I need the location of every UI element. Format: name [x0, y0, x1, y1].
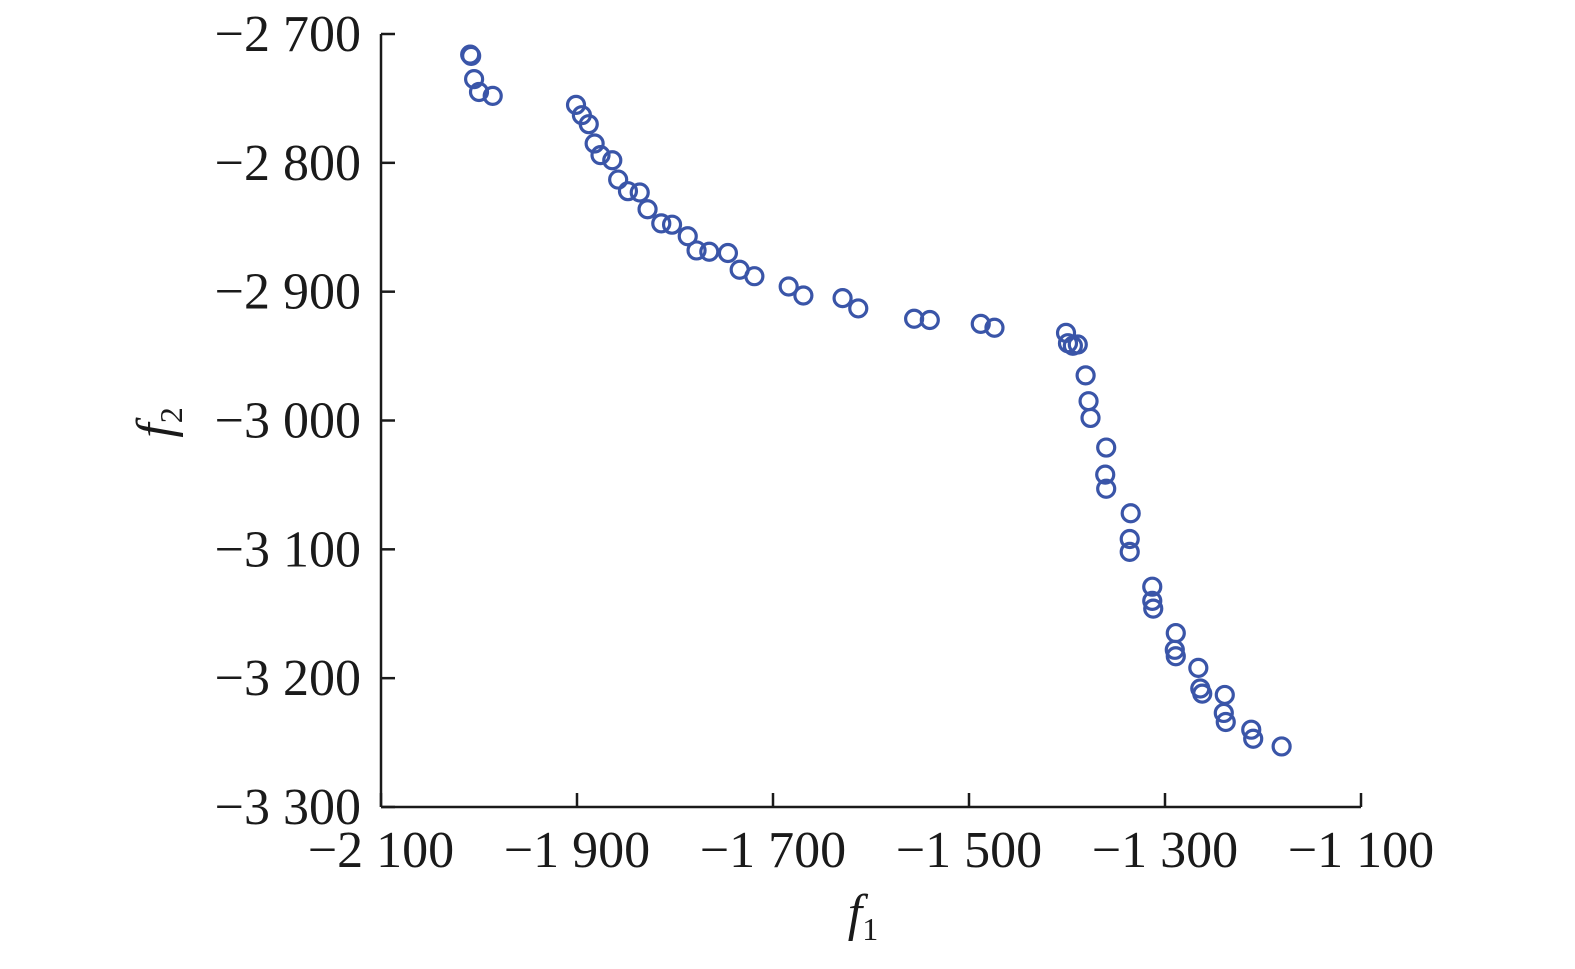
data-point	[1096, 437, 1117, 458]
data-point	[584, 133, 605, 154]
data-point	[1188, 657, 1209, 678]
data-point	[793, 285, 814, 306]
y-tick-label: −2 700	[215, 6, 361, 63]
data-point	[602, 150, 623, 171]
y-tick-label: −2 800	[215, 135, 361, 192]
data-point	[1119, 541, 1140, 563]
data-point	[832, 288, 853, 309]
data-point	[461, 45, 482, 67]
data-point	[1192, 683, 1213, 704]
data-point	[1096, 478, 1117, 499]
data-point	[984, 317, 1005, 338]
y-tick-label: −3 300	[215, 779, 361, 836]
data-point	[1241, 719, 1262, 740]
y-ticks: −2 700 −2 800 −2 900 −3 000 −3 100 −3 200 −3 3…	[215, 6, 395, 836]
data-point	[651, 213, 672, 234]
data-point	[1214, 684, 1235, 706]
x-tick-label: −2 100	[308, 822, 454, 879]
x-ticks: −2 100 −1 900 −1 700 −1 500 −1 300 −1 100	[308, 793, 1434, 879]
data-point	[1165, 646, 1186, 667]
data-point	[464, 68, 485, 90]
x-tick-label: −1 500	[896, 822, 1042, 879]
data-point	[617, 181, 639, 202]
data-point	[578, 114, 599, 135]
data-point	[778, 276, 799, 297]
data-point	[468, 81, 490, 103]
y-axis-label-group: f2	[127, 407, 189, 437]
data-point	[1271, 736, 1292, 757]
data-point	[686, 240, 707, 261]
data-point	[629, 182, 650, 203]
data-point	[970, 313, 991, 334]
data-point	[1095, 464, 1116, 485]
data-point	[1165, 622, 1186, 644]
y-tick-label: −2 900	[215, 264, 361, 321]
data-point	[919, 309, 940, 331]
data-point	[1143, 598, 1164, 619]
data-point	[1075, 365, 1096, 386]
data-points	[460, 44, 1292, 757]
y-tick-label: −3 000	[215, 393, 361, 450]
data-point	[1142, 590, 1163, 611]
x-tick-label: −1 700	[700, 822, 846, 879]
data-point	[848, 298, 869, 319]
x-axis-label: f1	[848, 885, 878, 947]
x-axis-label-subscript: 1	[862, 911, 878, 947]
x-tick-label: −1 100	[1288, 822, 1434, 879]
data-point	[637, 199, 658, 220]
y-tick-label: −3 100	[215, 521, 361, 578]
data-point	[608, 169, 629, 190]
data-point	[1120, 503, 1141, 524]
y-axis-label-subscript: 2	[153, 407, 189, 423]
data-point	[565, 94, 587, 115]
y-axis-label: f2	[127, 407, 189, 437]
data-point	[699, 241, 720, 262]
data-point	[661, 214, 683, 235]
data-point	[717, 242, 739, 264]
y-tick-label: −3 200	[215, 650, 361, 707]
data-point	[1080, 407, 1101, 429]
data-point	[590, 145, 611, 166]
x-tick-label: −1 300	[1092, 822, 1238, 879]
data-point	[1078, 391, 1099, 412]
data-point	[1243, 728, 1264, 749]
data-point	[1142, 576, 1163, 597]
data-point	[1215, 711, 1236, 733]
data-point	[744, 266, 765, 287]
data-point	[1213, 702, 1234, 724]
x-tick-label: −1 900	[504, 822, 650, 879]
data-point	[677, 226, 698, 247]
data-point	[1119, 528, 1140, 550]
data-point	[482, 85, 503, 106]
data-point	[1067, 334, 1088, 355]
